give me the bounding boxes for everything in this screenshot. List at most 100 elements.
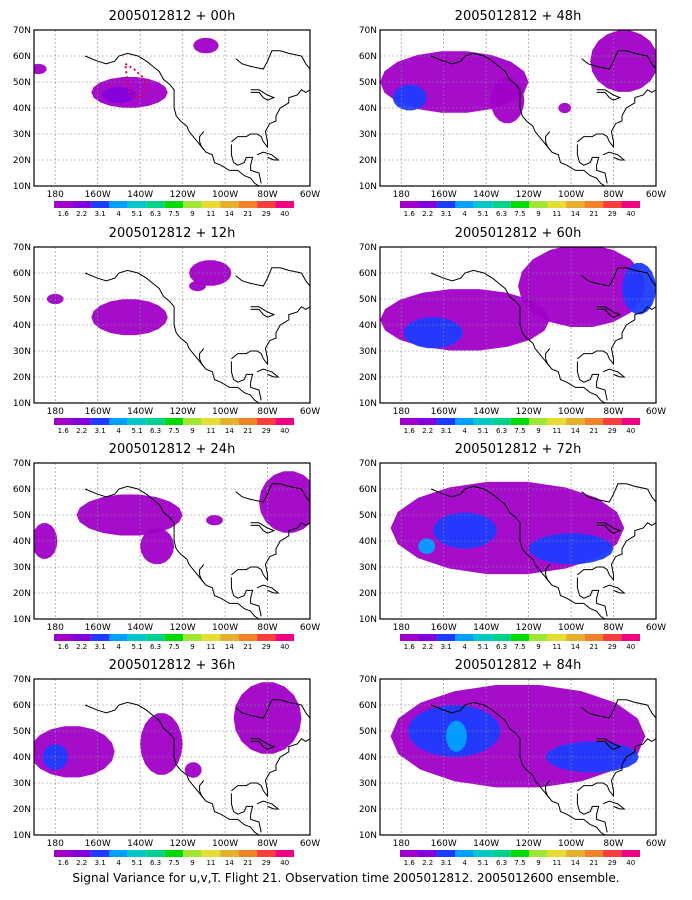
colorbar-swatch (90, 418, 110, 425)
colorbar-label: 9 (536, 859, 540, 867)
colorbar-swatch (621, 201, 640, 208)
colorbar-label: 4 (462, 427, 467, 435)
lat-tick-label: 20N (359, 156, 377, 166)
colorbar-label: 1.6 (404, 427, 416, 435)
coastline (199, 780, 205, 799)
lat-tick-label: 10N (13, 182, 31, 192)
colorbar-swatch (238, 201, 258, 208)
colorbar-label: 5.1 (132, 210, 143, 218)
colorbar-swatch (547, 418, 567, 425)
lon-tick-label: 180 (47, 407, 64, 417)
lon-tick-label: 140W (473, 623, 499, 633)
lon-tick-label: 100W (558, 839, 584, 849)
coastline (545, 564, 551, 583)
lat-tick-label: 10N (359, 831, 377, 841)
lat-tick-label: 50N (13, 511, 31, 521)
variance-region (91, 299, 168, 336)
colorbar-swatch (127, 418, 147, 425)
lon-tick-label: 160W (85, 623, 111, 633)
lon-tick-label: 180 (47, 623, 64, 633)
colorbar-swatch (72, 201, 91, 208)
panel-title: 2005012812 + 60h (455, 226, 582, 241)
lat-tick-label: 20N (13, 373, 31, 383)
coastline (647, 272, 656, 288)
lon-tick-label: 100W (558, 190, 584, 200)
lon-tick-label: 120W (170, 839, 196, 849)
lat-tick-label: 60N (359, 52, 377, 62)
colorbar-label: 29 (608, 427, 617, 435)
lon-tick-label: 60W (646, 407, 666, 417)
lon-tick-label: 180 (393, 839, 410, 849)
colorbar-label: 2.2 (76, 643, 87, 651)
colorbar-label: 11 (552, 210, 561, 218)
colorbar-swatch (220, 850, 239, 857)
colorbar-swatch (146, 201, 165, 208)
colorbar-label: 1.6 (404, 859, 416, 867)
coastline (84, 701, 260, 835)
colorbar-swatch (436, 418, 456, 425)
coastline (256, 800, 280, 810)
lon-tick-label: 100W (558, 407, 584, 417)
coastline (581, 267, 648, 287)
map-frame (33, 246, 311, 404)
lat-tick-label: 40N (359, 321, 377, 331)
colorbar-swatch (603, 850, 622, 857)
colorbar-swatch (183, 850, 202, 857)
colorbar-label: 14 (225, 859, 234, 867)
colorbar-swatch (547, 634, 567, 641)
colorbar-label: 2.2 (422, 859, 433, 867)
lon-tick-label: 160W (431, 407, 457, 417)
colorbar-swatch (436, 201, 456, 208)
colorbar-label: 2.2 (76, 210, 87, 218)
colorbar-label: 3.1 (441, 210, 452, 218)
map-area (34, 463, 310, 619)
variance-region (206, 515, 223, 526)
coastline (84, 269, 260, 403)
map-area (34, 679, 310, 835)
lon-tick-label: 60W (300, 407, 320, 417)
map-panel: 2005012812 + 84h 10N 20N 30N 40N 50N 60N 70N 180… (359, 658, 666, 867)
coastline (231, 306, 310, 366)
colorbar-swatch (566, 201, 585, 208)
colorbar-swatch (621, 634, 640, 641)
colorbar-swatch (418, 418, 437, 425)
colorbar-label: 29 (262, 643, 271, 651)
colorbar-label: 1.6 (58, 210, 70, 218)
lon-tick-label: 120W (516, 839, 542, 849)
lon-tick-label: 160W (85, 190, 111, 200)
coastline (301, 488, 310, 504)
colorbar-label: 21 (589, 427, 598, 435)
colorbar-swatch (201, 850, 221, 857)
colorbar-label: 11 (552, 859, 561, 867)
lon-tick-label: 60W (300, 190, 320, 200)
colorbar-label: 6.3 (496, 210, 507, 218)
lat-tick-label: 40N (359, 753, 377, 763)
colorbar-swatch (547, 850, 567, 857)
coastline (602, 800, 626, 810)
colorbar-swatch (400, 418, 419, 425)
colorbar-swatch (436, 850, 456, 857)
lon-tick-label: 80W (603, 190, 623, 200)
coastline (230, 144, 262, 184)
variance-region (193, 37, 219, 54)
lon-tick-label: 140W (473, 190, 499, 200)
colorbar-swatch (257, 418, 276, 425)
colorbar-label: 14 (571, 643, 580, 651)
map-frame (379, 678, 657, 836)
variance-region (418, 538, 436, 554)
lon-tick-label: 100W (212, 190, 238, 200)
coastline (602, 368, 626, 378)
map-area (380, 247, 656, 403)
colorbar-swatch (584, 201, 604, 208)
colorbar-swatch (418, 201, 437, 208)
lon-tick-label: 180 (393, 623, 410, 633)
lat-tick-label: 40N (359, 104, 377, 114)
colorbar-swatch (529, 634, 548, 641)
colorbar-swatch (275, 850, 294, 857)
lat-tick-label: 10N (359, 399, 377, 409)
coastline (577, 522, 656, 582)
colorbar-label: 3.1 (95, 427, 106, 435)
colorbar-swatch (54, 418, 73, 425)
colorbar-label: 21 (243, 859, 252, 867)
colorbar-swatch (603, 418, 622, 425)
